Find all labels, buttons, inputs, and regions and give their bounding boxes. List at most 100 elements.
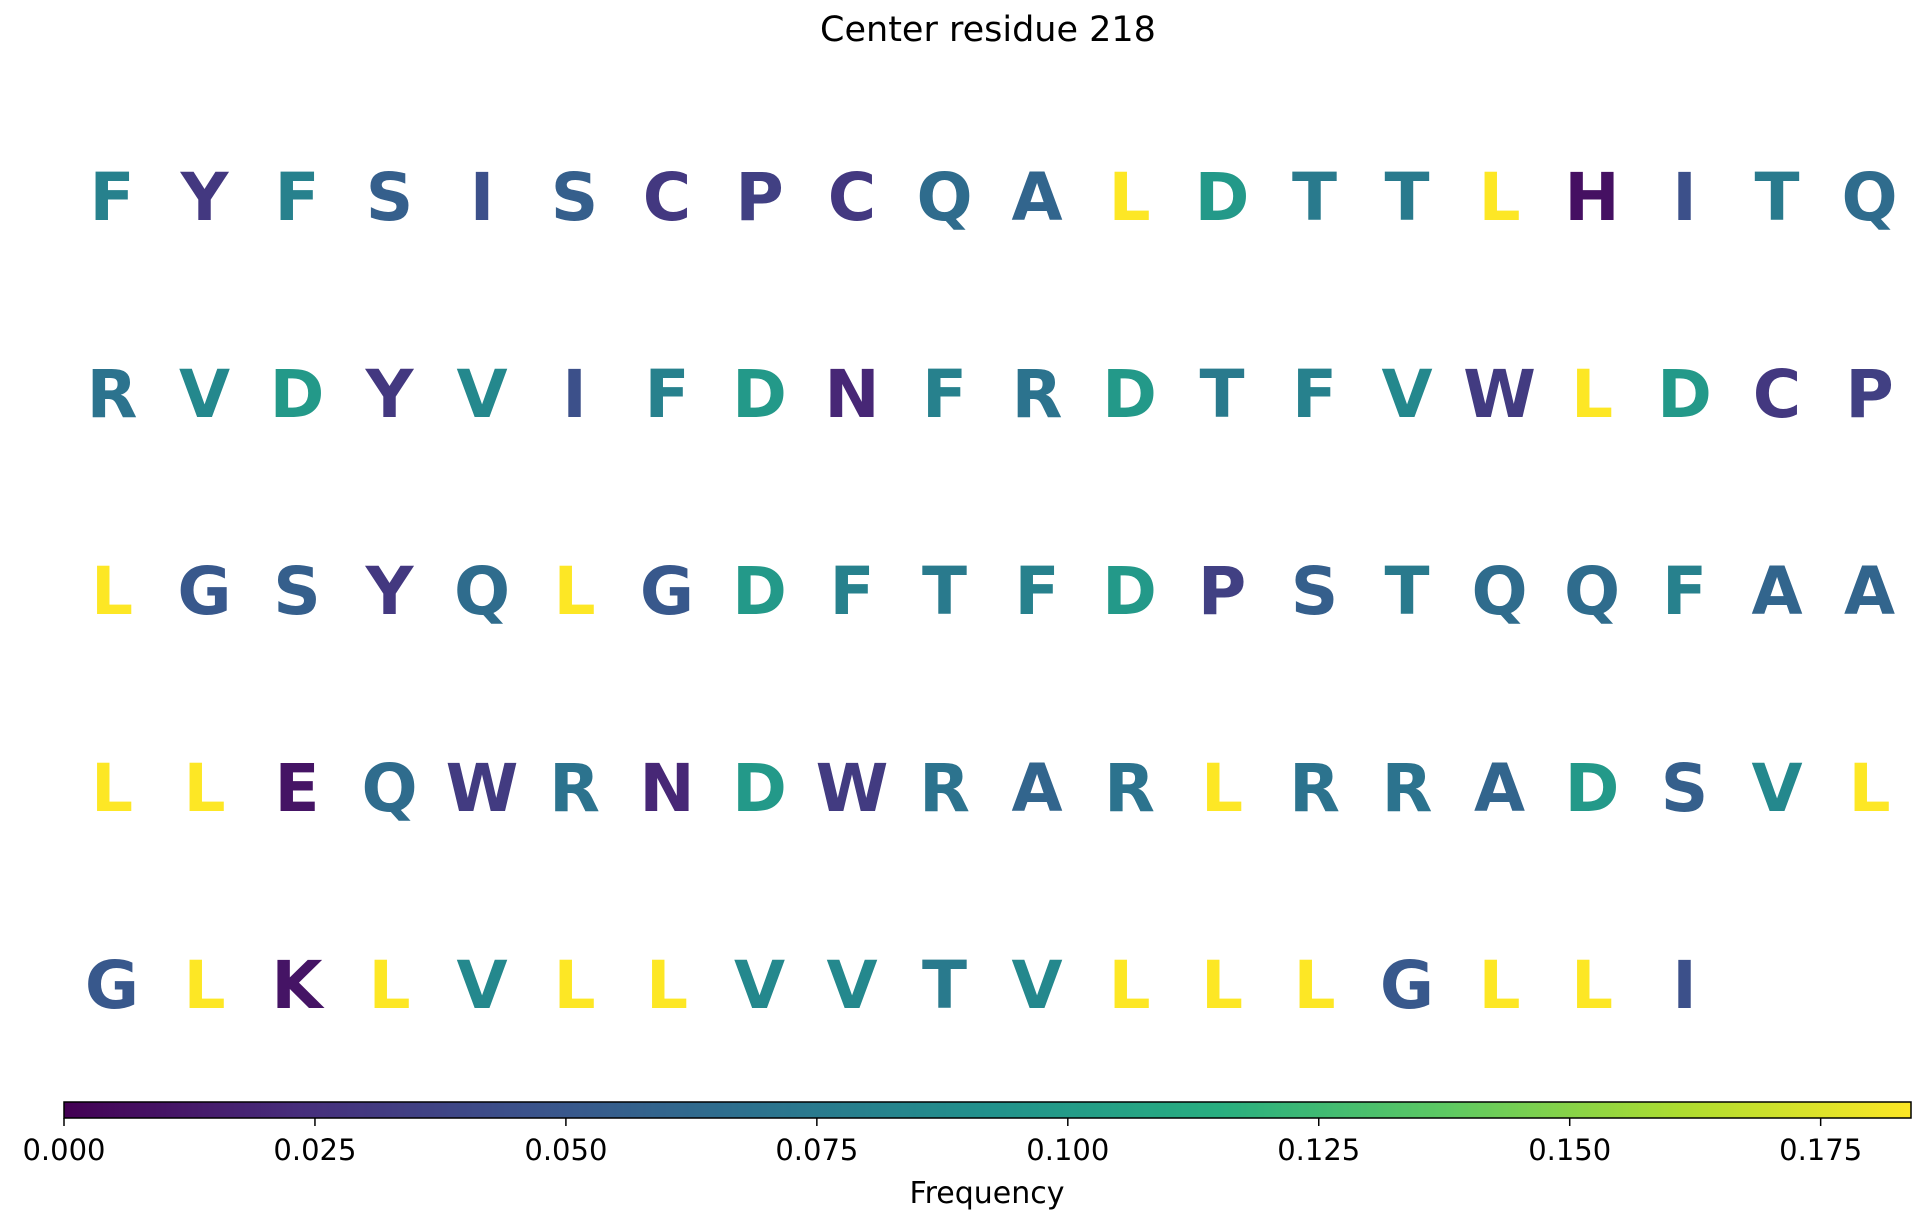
residue-letter: L xyxy=(646,947,688,1024)
residue-letter: T xyxy=(1199,356,1244,433)
residue-letter: S xyxy=(366,159,414,236)
residue-letter: L xyxy=(1201,750,1243,827)
residue-letter: R xyxy=(1382,750,1433,827)
residue-letter: R xyxy=(87,356,138,433)
residue-letter: I xyxy=(1672,159,1697,236)
colorbar-tick-label: 0.150 xyxy=(1528,1133,1611,1167)
residue-letter: Q xyxy=(361,750,417,827)
residue-letter: C xyxy=(828,159,876,236)
residue-letter: C xyxy=(643,159,691,236)
residue-letter: F xyxy=(1662,553,1707,630)
residue-letter: A xyxy=(1011,750,1062,827)
chart-title: Center residue 218 xyxy=(820,10,1156,50)
residue-letter: L xyxy=(1108,947,1150,1024)
residue-letter: L xyxy=(1108,159,1150,236)
residue-letter: A xyxy=(1474,750,1525,827)
residue-letter: Y xyxy=(365,553,415,630)
residue-letter: F xyxy=(922,356,967,433)
residue-letter: P xyxy=(1198,553,1246,630)
residue-letter: S xyxy=(1291,553,1339,630)
residue-letter: L xyxy=(1478,159,1520,236)
residue-letter: W xyxy=(816,750,889,827)
residue-letter: V xyxy=(1011,947,1062,1024)
residue-letter: H xyxy=(1564,159,1619,236)
residue-letter: S xyxy=(1661,750,1709,827)
residue-letter: I xyxy=(562,356,587,433)
residue-letter: Q xyxy=(1471,553,1527,630)
residue-letter: I xyxy=(470,159,495,236)
residue-letter: P xyxy=(1845,356,1893,433)
residue-letter: Q xyxy=(916,159,972,236)
colorbar-tick-label: 0.000 xyxy=(22,1133,105,1167)
residue-letter: R xyxy=(1012,356,1063,433)
residue-letter: T xyxy=(922,947,967,1024)
residue-letter: L xyxy=(368,947,410,1024)
colorbar-tick-label: 0.050 xyxy=(524,1133,607,1167)
residue-letter: A xyxy=(1011,159,1062,236)
residue-letter: D xyxy=(732,750,787,827)
residue-letter: F xyxy=(1292,356,1337,433)
residue-letter: V xyxy=(826,947,877,1024)
residue-letter: L xyxy=(553,947,595,1024)
residue-letter: W xyxy=(1463,356,1536,433)
residue-letter: R xyxy=(549,750,600,827)
colorbar-tick-label: 0.025 xyxy=(273,1133,356,1167)
residue-letter: F xyxy=(89,159,134,236)
residue-letter: D xyxy=(1102,553,1157,630)
residue-letter: L xyxy=(183,947,225,1024)
residue-letter: G xyxy=(640,553,694,630)
residue-letter: D xyxy=(270,356,325,433)
residue-letter: L xyxy=(1571,356,1613,433)
colorbar-tick-label: 0.075 xyxy=(775,1133,858,1167)
residue-letter: L xyxy=(1478,947,1520,1024)
residue-letter: S xyxy=(551,159,599,236)
residue-letter: Y xyxy=(180,159,230,236)
residue-letter: K xyxy=(271,947,325,1024)
colorbar-tick-label: 0.175 xyxy=(1779,1133,1862,1167)
residue-letter: A xyxy=(1844,553,1895,630)
residue-letter: T xyxy=(922,553,967,630)
residue-letter: G xyxy=(1380,947,1434,1024)
colorbar-tick-label: 0.125 xyxy=(1277,1133,1360,1167)
residue-letter: N xyxy=(639,750,694,827)
residue-letter: Y xyxy=(365,356,415,433)
residue-letter: Q xyxy=(1841,159,1897,236)
residue-letter: L xyxy=(553,553,595,630)
residue-letter: L xyxy=(91,553,133,630)
residue-letter: Q xyxy=(1564,553,1620,630)
residue-letter: D xyxy=(1565,750,1620,827)
residue-letter: A xyxy=(1751,553,1802,630)
residue-letter: I xyxy=(1672,947,1697,1024)
residue-letter: D xyxy=(1195,159,1250,236)
colorbar-gradient xyxy=(63,1101,1912,1119)
residue-letter: C xyxy=(1753,356,1801,433)
residue-letter: T xyxy=(1384,159,1429,236)
residue-letter: D xyxy=(1102,356,1157,433)
residue-letter: L xyxy=(1293,947,1335,1024)
residue-letter: E xyxy=(274,750,319,827)
residue-letter: V xyxy=(1381,356,1432,433)
residue-letter: V xyxy=(734,947,785,1024)
colorbar: 0.000 0.025 0.050 0.075 0.100 0.125 0.150 0.175… xyxy=(22,1101,1912,1211)
residue-letter: F xyxy=(829,553,874,630)
residue-letter: Q xyxy=(454,553,510,630)
colorbar-ticks: 0.000 0.025 0.050 0.075 0.100 0.125 0.150 0.175 xyxy=(22,1118,1862,1167)
residue-letter: G xyxy=(177,553,231,630)
residue-letter: N xyxy=(824,356,879,433)
residue-letter: F xyxy=(1014,553,1059,630)
residue-letter: W xyxy=(446,750,519,827)
residue-letter: T xyxy=(1384,553,1429,630)
residue-letter: L xyxy=(1848,750,1890,827)
residue-letter: V xyxy=(179,356,230,433)
residue-letter: T xyxy=(1292,159,1337,236)
residue-letter: D xyxy=(732,553,787,630)
residue-letter: L xyxy=(183,750,225,827)
residue-letter: V xyxy=(1751,750,1802,827)
colorbar-label: Frequency xyxy=(910,1176,1065,1211)
residue-letter: R xyxy=(1104,750,1155,827)
colorbar-tick-label: 0.100 xyxy=(1026,1133,1109,1167)
residue-letter: R xyxy=(919,750,970,827)
residue-letter: L xyxy=(1201,947,1243,1024)
residue-letter: D xyxy=(1657,356,1712,433)
residue-letter: V xyxy=(456,356,507,433)
